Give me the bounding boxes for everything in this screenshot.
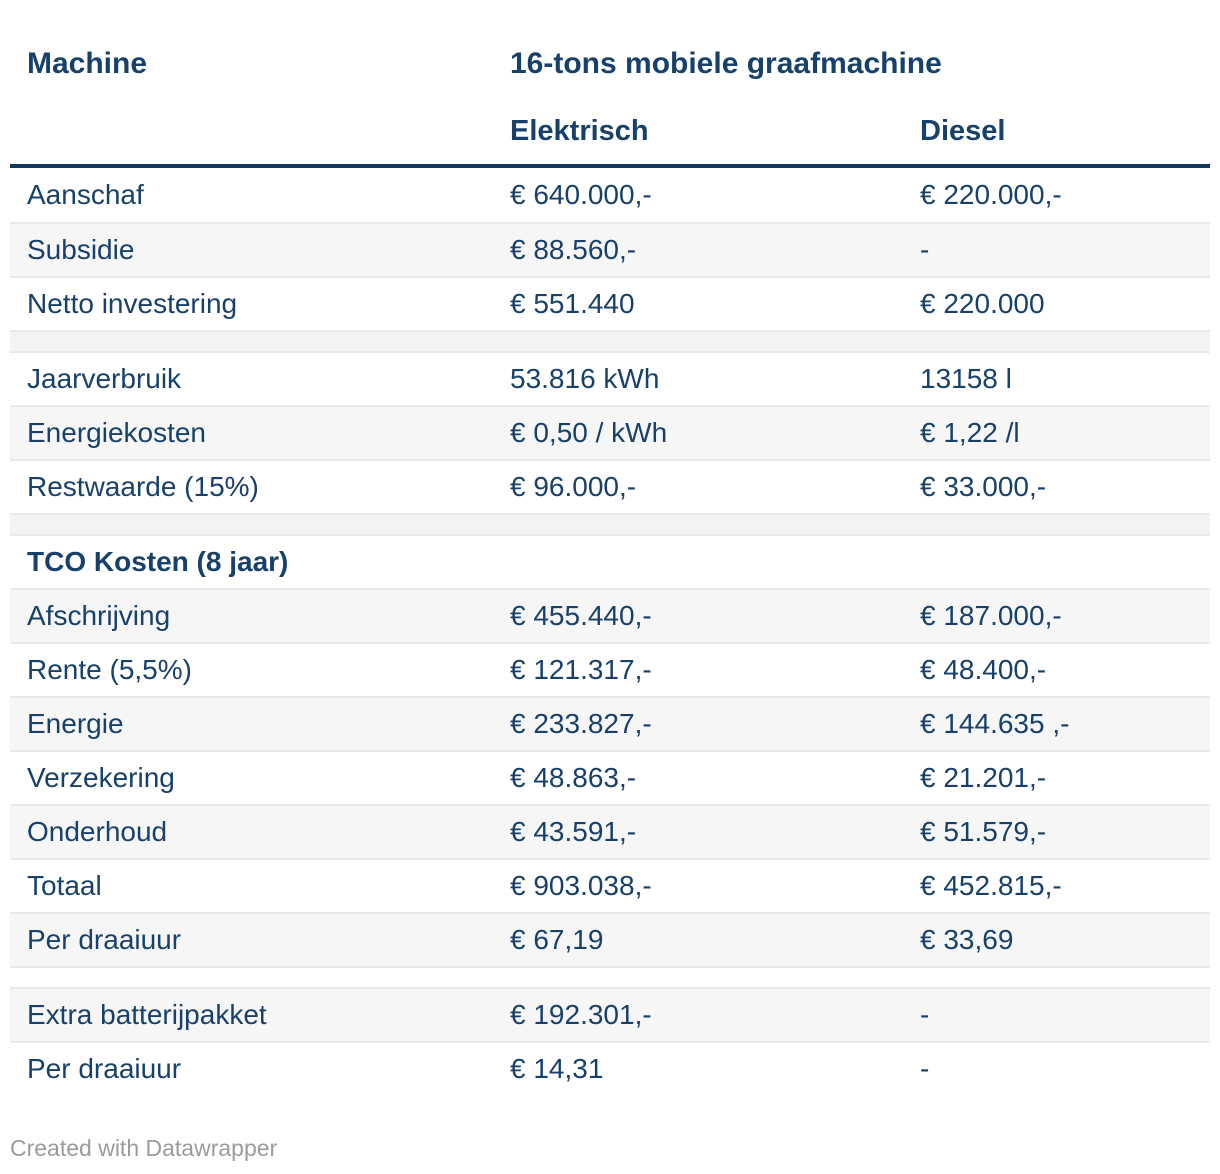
cell-elektrisch: € 192.301,- [510, 999, 652, 1030]
cell-diesel: € 48.400,- [920, 654, 1047, 685]
row-label: Aanschaf [27, 179, 144, 210]
cell-diesel: € 220.000 [920, 288, 1045, 319]
cell-elektrisch: € 88.560,- [510, 234, 637, 265]
row-label: Energiekosten [27, 417, 207, 448]
cell-diesel: - [920, 1053, 930, 1084]
cell-diesel: - [920, 999, 930, 1030]
cell-diesel: € 187.000,- [920, 600, 1062, 631]
row-label: Rente (5,5%) [27, 654, 192, 685]
table-row: Extra batterijpakket € 192.301,- - [10, 987, 1210, 1041]
cell-diesel: € 144.635 ,- [920, 708, 1070, 739]
row-label: Per draaiuur [27, 924, 182, 955]
cell-diesel: 13158 l [920, 363, 1012, 394]
machine-row-label: Machine [27, 47, 148, 80]
row-label: Onderhoud [27, 816, 168, 847]
table-row: Netto investering € 551.440 € 220.000 [10, 276, 1210, 330]
cell-diesel: € 452.815,- [920, 870, 1062, 901]
cell-elektrisch: € 96.000,- [510, 471, 637, 502]
cell-diesel: € 33,69 [920, 924, 1014, 955]
cell-elektrisch: € 233.827,- [510, 708, 652, 739]
row-label: Energie [27, 708, 124, 739]
table-row: Energie € 233.827,- € 144.635 ,- [10, 696, 1210, 750]
attribution-footer: Created with Datawrapper [10, 1133, 1220, 1163]
table-row: Energiekosten € 0,50 / kWh € 1,22 /l [10, 405, 1210, 459]
cell-elektrisch: € 48.863,- [510, 762, 637, 793]
section-header-row: TCO Kosten (8 jaar) [10, 534, 1210, 588]
column-header-elektrisch: Elektrisch [510, 115, 649, 147]
table-row: Afschrijving € 455.440,- € 187.000,- [10, 588, 1210, 642]
cell-diesel: € 1,22 /l [920, 417, 1020, 448]
column-header-diesel: Diesel [920, 115, 1006, 147]
cell-diesel: € 21.201,- [920, 762, 1047, 793]
table-row: Aanschaf € 640.000,- € 220.000,- [10, 168, 1210, 222]
cell-elektrisch: € 0,50 / kWh [510, 417, 668, 448]
empty-header-cell [10, 148, 500, 164]
row-label: Restwaarde (15%) [27, 471, 259, 502]
cell-elektrisch: € 43.591,- [510, 816, 637, 847]
cell-diesel: € 51.579,- [920, 816, 1047, 847]
tco-comparison-table: Machine 16-tons mobiele graafmachine Ele… [10, 0, 1210, 1095]
cell-elektrisch: € 903.038,- [510, 870, 652, 901]
table-row: Per draaiuur € 67,19 € 33,69 [10, 912, 1210, 966]
cell-elektrisch: € 640.000,- [510, 179, 652, 210]
row-label: Netto investering [27, 288, 238, 319]
table-row: Rente (5,5%) € 121.317,- € 48.400,- [10, 642, 1210, 696]
machine-title: 16-tons mobiele graafmachine [510, 47, 942, 80]
cell-diesel: - [920, 234, 930, 265]
row-label: Totaal [27, 870, 102, 901]
cell-elektrisch: € 121.317,- [510, 654, 652, 685]
cell-diesel: € 220.000,- [920, 179, 1062, 210]
table-header-row-columns: Elektrisch Diesel [10, 94, 1210, 168]
cell-elektrisch: 53.816 kWh [510, 363, 660, 394]
spacer-row [10, 330, 1210, 351]
spacer-row [10, 966, 1210, 987]
table-row: Restwaarde (15%) € 96.000,- € 33.000,- [10, 459, 1210, 513]
row-label: Afschrijving [27, 600, 171, 631]
datawrapper-credit-link[interactable]: Created with Datawrapper [10, 1135, 278, 1161]
table-row: Jaarverbruik 53.816 kWh 13158 l [10, 351, 1210, 405]
table-header-row-machine: Machine 16-tons mobiele graafmachine [10, 0, 1210, 94]
cell-elektrisch: € 455.440,- [510, 600, 652, 631]
table-header: Machine 16-tons mobiele graafmachine Ele… [10, 0, 1210, 168]
row-label: Verzekering [27, 762, 175, 793]
table-row: Per draaiuur € 14,31 - [10, 1041, 1210, 1095]
spacer-row [10, 513, 1210, 534]
row-label: TCO Kosten (8 jaar) [27, 546, 289, 577]
row-label: Extra batterijpakket [27, 999, 267, 1030]
table-row: Onderhoud € 43.591,- € 51.579,- [10, 804, 1210, 858]
cell-diesel: € 33.000,- [920, 471, 1047, 502]
table-row: Subsidie € 88.560,- - [10, 222, 1210, 276]
table-row: Verzekering € 48.863,- € 21.201,- [10, 750, 1210, 804]
cell-elektrisch: € 67,19 [510, 924, 604, 955]
row-label: Jaarverbruik [27, 363, 182, 394]
row-label: Subsidie [27, 234, 135, 265]
row-label: Per draaiuur [27, 1053, 182, 1084]
table-body: Aanschaf € 640.000,- € 220.000,- Subsidie € … [10, 168, 1210, 1095]
cell-elektrisch: € 14,31 [510, 1053, 604, 1084]
table-row: Totaal € 903.038,- € 452.815,- [10, 858, 1210, 912]
cell-elektrisch: € 551.440 [510, 288, 635, 319]
